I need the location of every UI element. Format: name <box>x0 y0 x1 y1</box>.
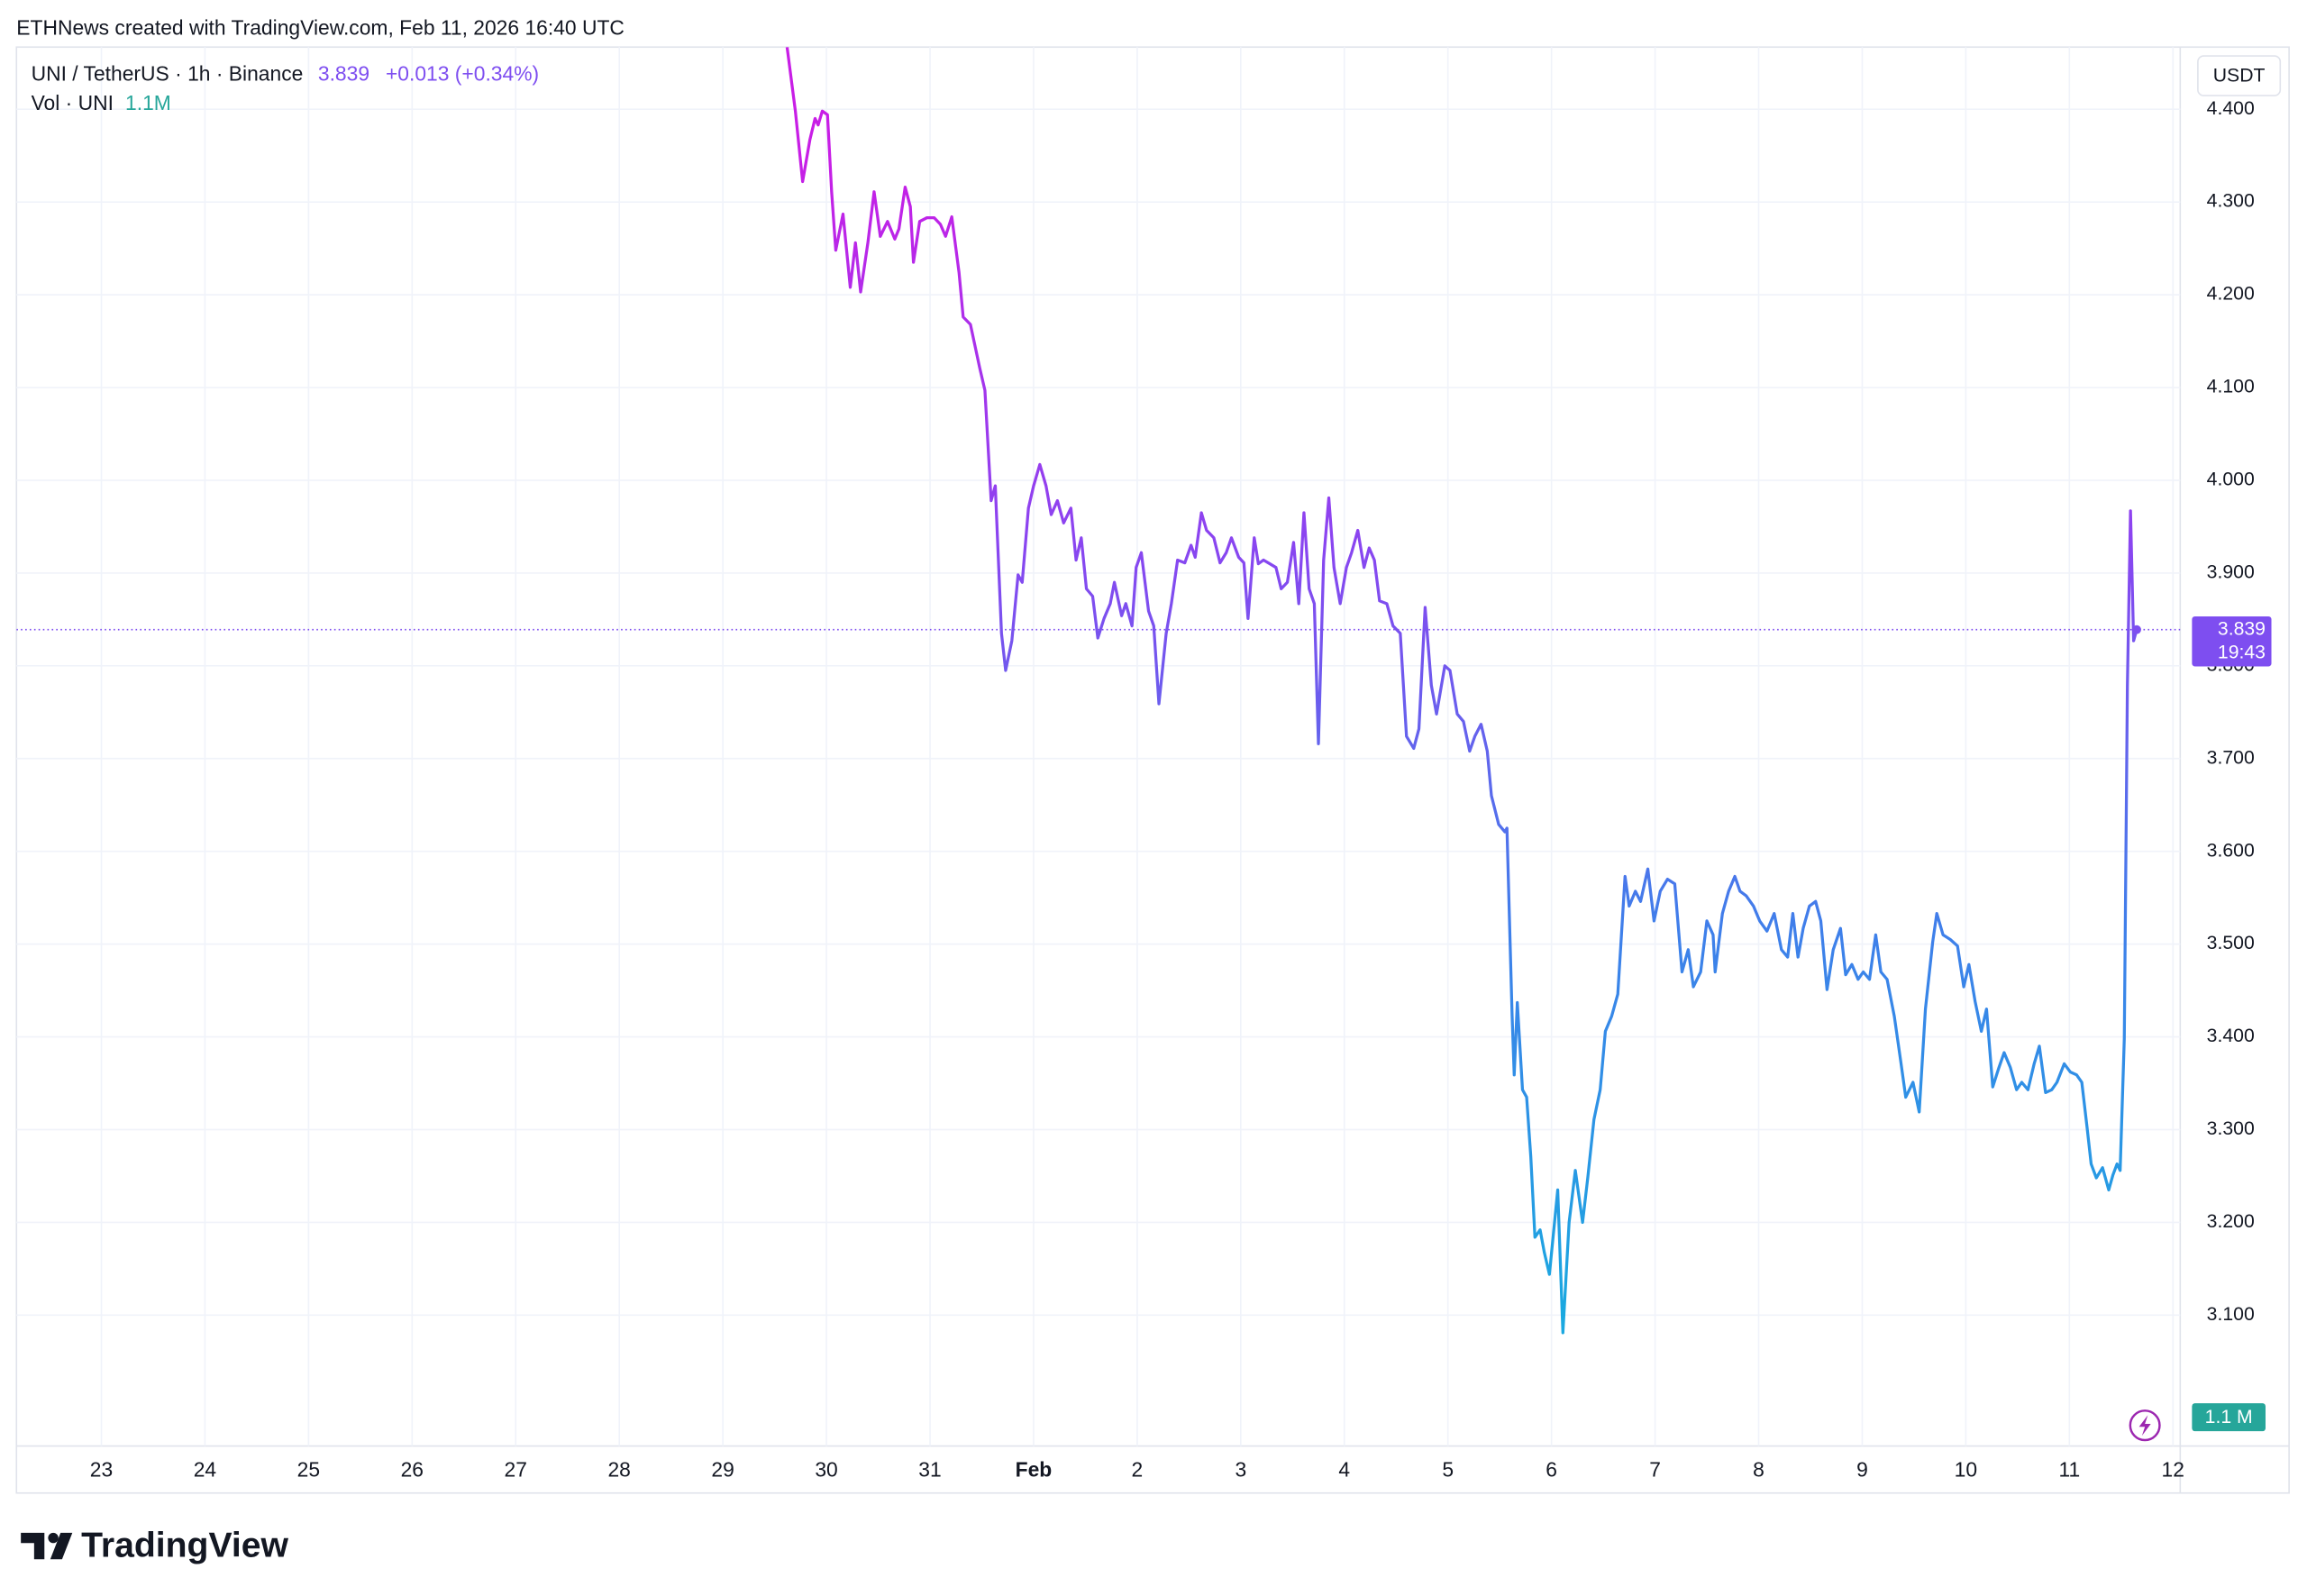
y-tick-label: 3.900 <box>2207 561 2255 582</box>
y-tick-label: 3.300 <box>2207 1118 2255 1139</box>
symbol: UNI / TetherUS · 1h · Binance <box>32 61 304 85</box>
y-tick-label: 4.200 <box>2207 284 2255 305</box>
x-tick-label: 12 <box>2162 1457 2184 1481</box>
x-tick-label: 25 <box>297 1457 320 1481</box>
volume-title: Vol · UNI <box>32 91 114 114</box>
x-tick-label: 7 <box>1649 1457 1661 1481</box>
header: ETHNews created with TradingView.com, Fe… <box>16 16 625 40</box>
legend-change: +0.013 (+0.34%) <box>386 61 539 85</box>
volume-axis-label: 1.1 M <box>2205 1407 2253 1427</box>
y-tick-label: 4.100 <box>2207 377 2255 397</box>
x-tick-label: 23 <box>90 1457 113 1481</box>
x-tick-label: 2 <box>1132 1457 1144 1481</box>
x-tick-label: Feb <box>1016 1457 1053 1481</box>
last-price-label: 3.839 <box>2218 618 2266 639</box>
x-tick-label: 26 <box>401 1457 424 1481</box>
last-point <box>2132 625 2141 634</box>
y-tick-label: 3.600 <box>2207 840 2255 861</box>
x-tick-label: 31 <box>918 1457 941 1481</box>
y-tick-label: 4.300 <box>2207 191 2255 212</box>
x-tick-label: 5 <box>1442 1457 1454 1481</box>
logo-slash <box>50 1532 73 1560</box>
x-tick-label: 24 <box>194 1457 217 1481</box>
volume-axis-box <box>2192 1403 2266 1432</box>
x-tick-label: 27 <box>505 1457 527 1481</box>
y-tick-label: 3.700 <box>2207 747 2255 768</box>
price-line <box>785 47 2138 1335</box>
chart-frame <box>15 46 2290 1494</box>
alert-bolt <box>2138 1415 2151 1436</box>
x-tick-label: 9 <box>1856 1457 1868 1481</box>
y-tick-label: 3.400 <box>2207 1026 2255 1046</box>
y-tick-label: 3.100 <box>2207 1304 2255 1325</box>
x-tick-label: 11 <box>2058 1457 2080 1481</box>
legend-price: 3.839 <box>318 61 369 85</box>
x-tick-label: 4 <box>1338 1457 1350 1481</box>
y-tick-label: 3.200 <box>2207 1211 2255 1232</box>
x-tick-label: 3 <box>1235 1457 1246 1481</box>
x-tick-label: 10 <box>1955 1457 1977 1481</box>
logo-dot <box>48 1532 59 1544</box>
volume-value: 1.1M <box>125 91 171 114</box>
currency: USDT <box>2213 65 2266 86</box>
y-tick-label: 4.400 <box>2207 98 2255 119</box>
brand: TradingView <box>81 1526 288 1564</box>
x-tick-label: 29 <box>711 1457 734 1481</box>
y-tick-label: 3.500 <box>2207 933 2255 953</box>
x-tick-label: 6 <box>1546 1457 1557 1481</box>
x-tick-label: 8 <box>1753 1457 1764 1481</box>
currency-button[interactable] <box>2197 55 2282 96</box>
countdown: 19:43 <box>2218 642 2266 662</box>
logo-mark <box>21 1532 45 1560</box>
y-tick-label: 4.000 <box>2207 470 2255 490</box>
x-tick-label: 30 <box>815 1457 837 1481</box>
x-tick-label: 28 <box>607 1457 630 1481</box>
last-price-box <box>2192 616 2272 667</box>
brand-logo <box>21 1532 73 1560</box>
